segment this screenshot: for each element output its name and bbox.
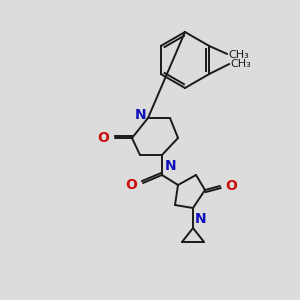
Text: N: N: [134, 108, 146, 122]
Text: O: O: [97, 131, 109, 145]
Text: N: N: [195, 212, 207, 226]
Text: CH₃: CH₃: [230, 59, 251, 69]
Text: N: N: [165, 159, 177, 173]
Text: O: O: [225, 179, 237, 193]
Text: CH₃: CH₃: [228, 50, 249, 60]
Text: O: O: [125, 178, 137, 192]
